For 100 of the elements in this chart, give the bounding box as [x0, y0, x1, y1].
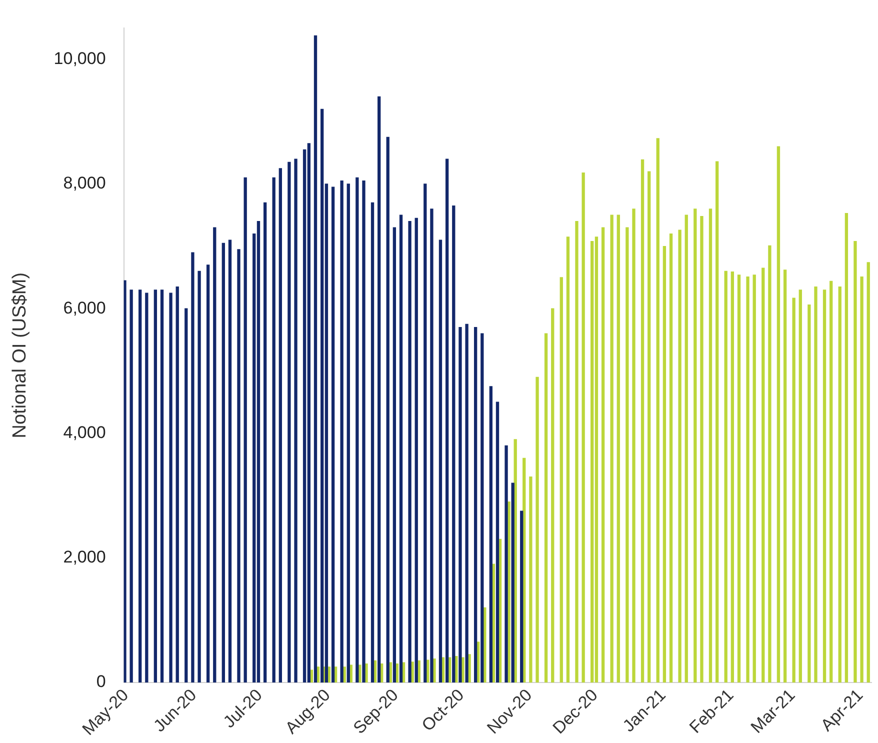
- bar: [792, 298, 796, 682]
- bar: [307, 143, 311, 682]
- y-tick-label: 4,000: [63, 422, 106, 442]
- bar: [489, 386, 492, 682]
- bar: [752, 274, 756, 682]
- y-axis-title: Notional OI (US$M): [10, 272, 31, 438]
- bar: [601, 227, 605, 682]
- bar: [130, 290, 133, 682]
- bar: [678, 230, 682, 682]
- bar: [176, 286, 179, 682]
- bar: [511, 482, 514, 682]
- bar: [424, 184, 427, 682]
- bar: [830, 280, 833, 682]
- bar: [762, 268, 765, 682]
- bar: [452, 205, 456, 682]
- bar: [520, 510, 524, 682]
- bar: [124, 280, 126, 682]
- bar: [263, 202, 267, 682]
- bar: [808, 304, 811, 682]
- bar: [278, 168, 282, 682]
- bar: [551, 308, 554, 682]
- bar: [662, 246, 666, 682]
- bar: [575, 221, 578, 682]
- bar: [694, 208, 697, 682]
- bar: [160, 290, 164, 682]
- y-tick-label: 8,000: [63, 174, 106, 193]
- bar: [480, 333, 484, 682]
- bar: [138, 290, 142, 682]
- bar: [700, 216, 704, 682]
- bar: [288, 162, 291, 682]
- bar: [715, 161, 719, 682]
- bar: [154, 290, 158, 682]
- bar: [610, 214, 614, 682]
- bar: [669, 234, 673, 682]
- bar: [191, 252, 194, 682]
- bar: [640, 159, 644, 682]
- bar: [594, 236, 598, 682]
- bar: [430, 208, 434, 682]
- bar: [465, 324, 468, 682]
- bar: [386, 136, 390, 682]
- bar: [648, 171, 651, 682]
- bar: [272, 177, 276, 682]
- bar: [708, 208, 712, 682]
- bar: [544, 333, 548, 682]
- bar: [244, 177, 247, 682]
- y-tick-label: 6,000: [63, 298, 106, 318]
- bar: [346, 184, 350, 682]
- bar: [814, 286, 818, 682]
- bar: [656, 138, 660, 682]
- bar: [314, 35, 318, 682]
- y-tick-label: 10,000: [54, 49, 106, 68]
- bar: [724, 270, 728, 682]
- bar: [798, 290, 802, 682]
- bar: [684, 214, 688, 682]
- bar: [145, 292, 148, 682]
- y-tick-label: 2,000: [63, 548, 106, 567]
- bar: [626, 227, 629, 682]
- bar: [331, 186, 335, 682]
- bar: [866, 262, 870, 682]
- bar: [320, 108, 324, 682]
- bar: [414, 218, 418, 682]
- bar: [445, 158, 449, 682]
- bar: [294, 158, 298, 682]
- bar: [844, 212, 848, 682]
- bar: [370, 202, 374, 682]
- bar: [746, 276, 750, 682]
- bar: [408, 221, 412, 682]
- bar: [854, 240, 857, 682]
- bar: [590, 240, 594, 682]
- bar: [822, 290, 826, 682]
- y-tick-label: 0: [96, 672, 106, 692]
- bar: [730, 272, 734, 682]
- bar: [206, 264, 210, 682]
- bar: [184, 308, 188, 682]
- bar: [237, 249, 240, 682]
- bar: [399, 214, 403, 682]
- bar: [776, 146, 780, 682]
- bar: [504, 445, 508, 682]
- bar: [838, 286, 842, 682]
- bar: [362, 180, 366, 682]
- bar: [169, 292, 172, 682]
- bar: [356, 177, 359, 682]
- bar: [198, 270, 201, 682]
- bar: [392, 227, 396, 682]
- bar: [474, 326, 478, 682]
- bar: [560, 277, 563, 682]
- bar: [529, 476, 532, 682]
- bar: [737, 274, 741, 682]
- bar: [582, 172, 585, 682]
- bar: [536, 376, 539, 682]
- bar: [768, 245, 772, 682]
- bar: [256, 221, 260, 682]
- bar: [458, 326, 462, 682]
- bar: [496, 402, 500, 682]
- bar: [228, 240, 232, 682]
- bar: [213, 227, 216, 682]
- bar: [616, 214, 620, 682]
- bar: [566, 236, 570, 682]
- bar: [783, 270, 787, 682]
- bar: [860, 276, 864, 682]
